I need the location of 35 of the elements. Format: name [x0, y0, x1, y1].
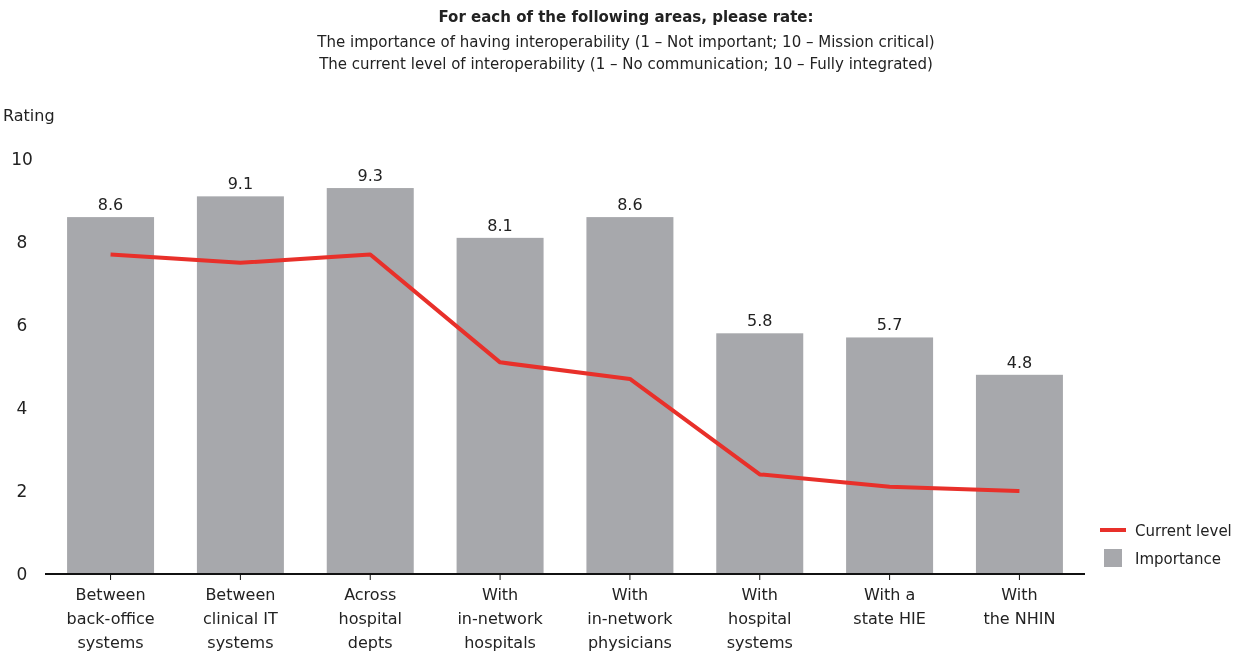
chart-subtitle: The importance of having interoperability (1 – Not important; 10 – Mission critical) The current level of interoperability (1 – No communication; 10 – Fully integrated): [316, 33, 935, 73]
legend-label: Importance: [1135, 550, 1221, 568]
x-tick-label: With hospital systems: [726, 585, 793, 652]
y-tick-label: 6: [16, 315, 28, 335]
data-label: 8.6: [617, 195, 643, 215]
y-tick-label: 10: [11, 149, 33, 169]
legend-label: Current level: [1135, 522, 1232, 540]
bar: [67, 217, 155, 574]
data-label: 5.7: [876, 315, 903, 335]
y-tick-label: 2: [16, 481, 28, 501]
data-label: 9.1: [227, 174, 254, 194]
y-tick-label: 4: [16, 398, 28, 418]
y-tick-label: 0: [16, 564, 28, 584]
x-tick-label: Across hospital depts: [338, 585, 402, 652]
data-label: 8.1: [487, 215, 513, 235]
x-tick-label: With in-network hospitals: [457, 585, 544, 652]
bar: [326, 188, 414, 574]
data-label: 5.8: [747, 311, 773, 331]
bar: [716, 333, 804, 574]
y-tick-label: 8: [16, 232, 28, 252]
chart-title: For each of the following areas, please rate:: [438, 8, 814, 26]
x-tick-label: Between back-office systems: [66, 585, 155, 652]
bar: [975, 374, 1063, 574]
data-label: 9.3: [357, 166, 383, 186]
data-label: 4.8: [1006, 352, 1033, 372]
data-label: 8.6: [97, 195, 124, 215]
x-tick-label: Between clinical IT systems: [202, 585, 279, 652]
bar: [586, 217, 674, 574]
x-tick-label: With the NHIN: [983, 585, 1056, 628]
x-tick-label: With in-network physicians: [587, 585, 674, 652]
bar: [846, 337, 934, 574]
x-tick-label: With a state HIE: [853, 585, 926, 628]
bar: [456, 237, 544, 574]
y-axis-title: Rating: [3, 106, 55, 125]
bar: [196, 196, 284, 574]
